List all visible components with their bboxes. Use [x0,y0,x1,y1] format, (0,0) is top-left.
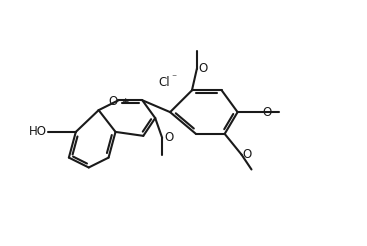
Text: O: O [243,148,252,161]
Text: ⁻: ⁻ [171,74,176,83]
Text: O: O [262,106,272,119]
Text: HO: HO [29,125,47,138]
Text: O: O [108,95,117,108]
Text: Cl: Cl [158,76,170,89]
Text: O: O [198,62,207,75]
Text: +: + [121,97,129,106]
Text: O: O [164,131,173,144]
